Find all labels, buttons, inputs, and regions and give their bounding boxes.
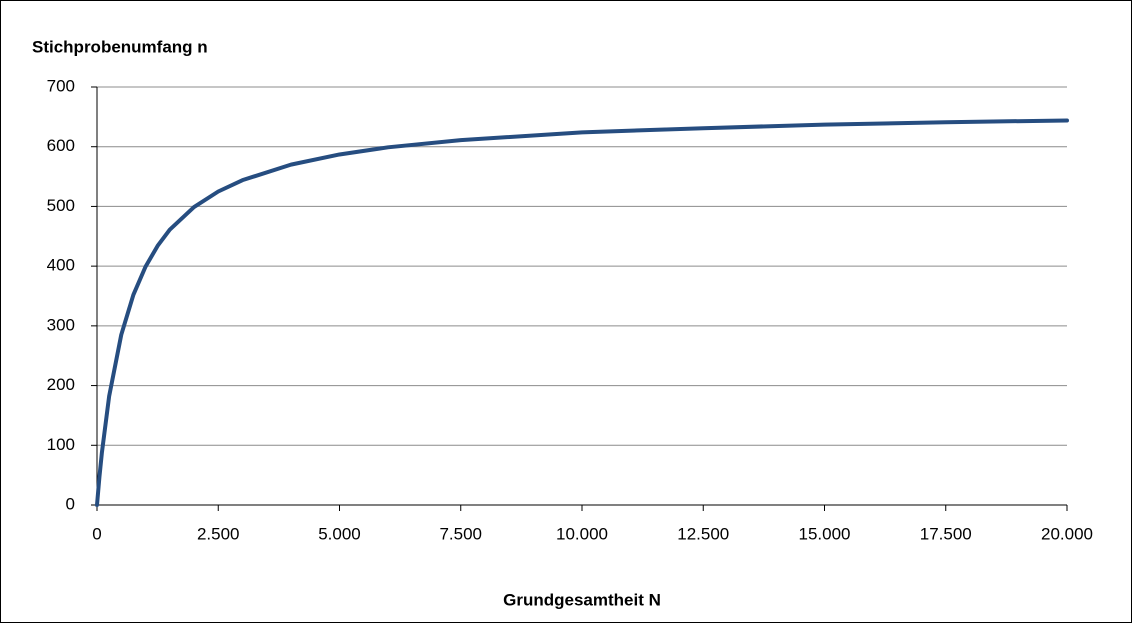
x-axis-title: Grundgesamtheit N	[503, 590, 661, 609]
x-tick-label: 17.500	[920, 524, 972, 543]
y-tick-label: 200	[47, 375, 75, 394]
x-tick-label: 2.500	[197, 524, 240, 543]
y-tick-label: 500	[47, 196, 75, 215]
y-tick-label: 100	[47, 435, 75, 454]
y-tick-label: 300	[47, 315, 75, 334]
x-tick-label: 10.000	[556, 524, 608, 543]
x-tick-label: 15.000	[799, 524, 851, 543]
x-tick-label: 5.000	[318, 524, 361, 543]
x-tick-label: 0	[92, 524, 101, 543]
x-tick-label: 7.500	[439, 524, 482, 543]
y-axis-title: Stichprobenumfang n	[32, 37, 208, 56]
x-tick-label: 12.500	[677, 524, 729, 543]
y-tick-label: 600	[47, 136, 75, 155]
y-tick-label: 400	[47, 256, 75, 275]
y-tick-label: 0	[66, 494, 75, 513]
data-line	[95, 118, 1069, 507]
x-tick-label: 20.000	[1041, 524, 1093, 543]
y-tick-label: 700	[47, 76, 75, 95]
